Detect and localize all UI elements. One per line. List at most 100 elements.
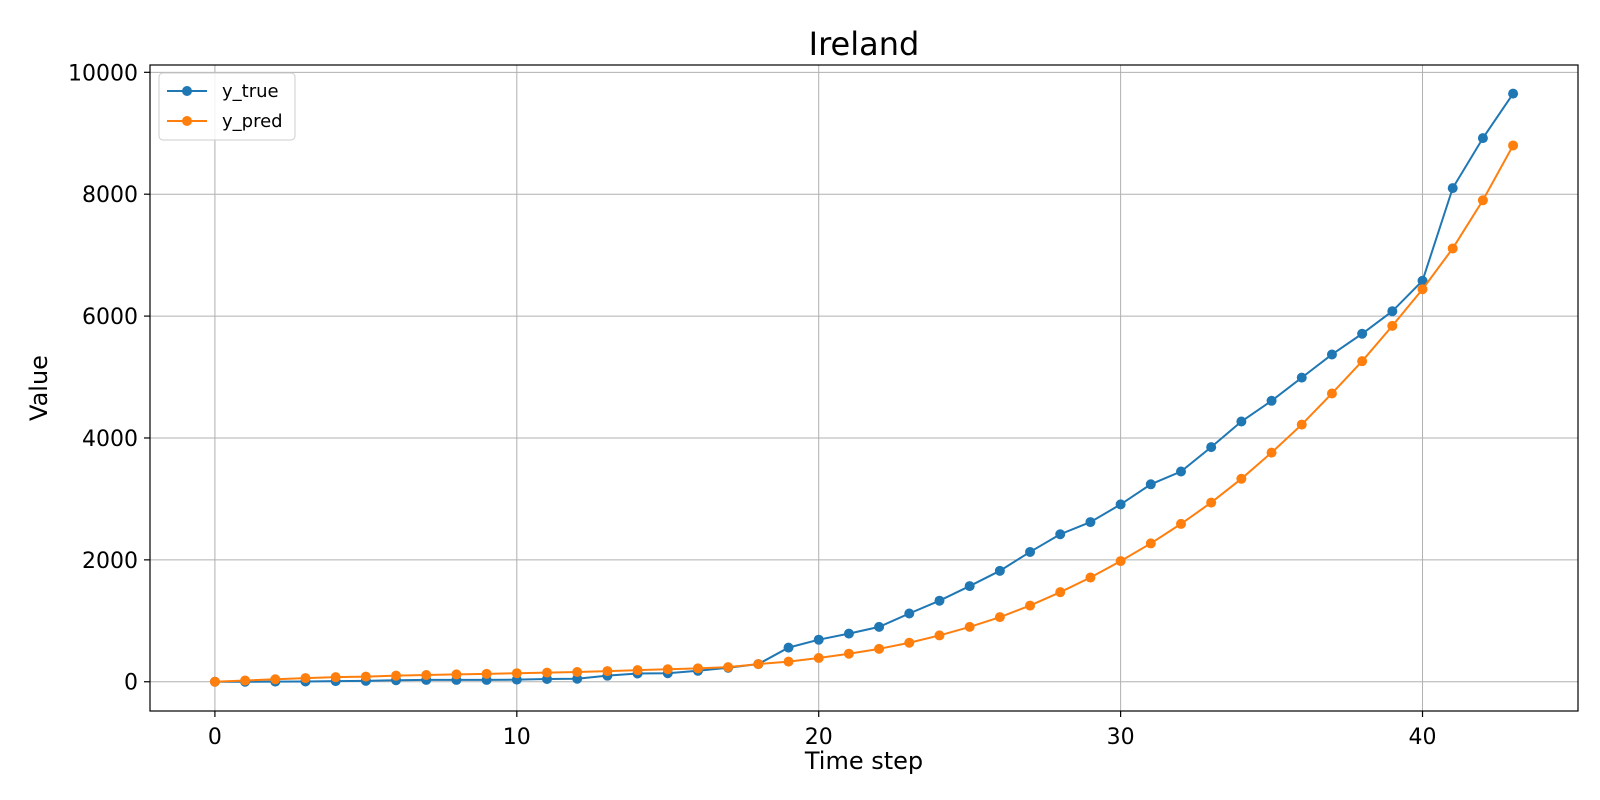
- data-point-y_true: [813, 634, 824, 645]
- legend: y_true y_pred: [158, 72, 296, 141]
- legend-box: [158, 72, 296, 141]
- chart-title: Ireland: [809, 25, 920, 63]
- data-point-y_pred: [511, 668, 522, 679]
- x-tick-label: 0: [208, 725, 222, 750]
- legend-item-y_true: y_true: [167, 81, 279, 102]
- data-point-y_pred: [1236, 473, 1247, 484]
- plot-frame: [149, 64, 1579, 712]
- y-axis-label: Value: [25, 355, 53, 421]
- data-point-y_pred: [874, 643, 885, 654]
- series-line-y_true: [214, 93, 1514, 683]
- x-tick-label: 40: [1409, 725, 1437, 750]
- legend-label: y_true: [222, 81, 279, 102]
- data-point-y_true: [1266, 395, 1277, 406]
- data-point-y_true: [1417, 275, 1428, 286]
- data-point-y_true: [1447, 183, 1458, 194]
- data-point-y_pred: [843, 648, 854, 659]
- data-point-y_true: [904, 608, 915, 619]
- data-point-y_pred: [994, 612, 1005, 623]
- legend-item-y_pred: y_pred: [167, 111, 283, 132]
- data-point-y_pred: [360, 671, 371, 682]
- data-point-y_pred: [964, 621, 975, 632]
- data-point-y_true: [964, 581, 975, 592]
- series-y_true: [209, 88, 1519, 687]
- data-point-y_true: [1387, 306, 1398, 317]
- data-point-y_pred: [1175, 518, 1186, 529]
- data-point-y_true: [1296, 372, 1307, 383]
- data-point-y_true: [1357, 328, 1368, 339]
- y-tick-label: 6000: [82, 305, 138, 330]
- data-point-y_pred: [1508, 140, 1519, 151]
- data-point-y_pred: [692, 663, 703, 674]
- data-point-y_true: [1085, 517, 1096, 528]
- data-point-y_pred: [904, 637, 915, 648]
- data-point-y_pred: [451, 669, 462, 680]
- data-point-y_pred: [1417, 284, 1428, 295]
- data-point-y_pred: [1357, 356, 1368, 367]
- series-group: [209, 88, 1519, 687]
- data-point-y_pred: [1025, 600, 1036, 611]
- data-point-y_true: [1206, 442, 1217, 453]
- y-tick-label: 10000: [68, 61, 138, 86]
- data-point-y_true: [843, 628, 854, 639]
- data-point-y_pred: [572, 666, 583, 677]
- data-point-y_pred: [1387, 320, 1398, 331]
- data-point-y_pred: [542, 667, 553, 678]
- data-point-y_pred: [300, 673, 311, 684]
- x-axis-label: Time step: [804, 747, 923, 775]
- data-point-y_true: [1508, 88, 1519, 99]
- data-point-y_pred: [1085, 572, 1096, 583]
- data-point-y_pred: [783, 656, 794, 667]
- data-point-y_pred: [391, 670, 402, 681]
- data-point-y_pred: [1447, 243, 1458, 254]
- data-point-y_true: [934, 595, 945, 606]
- data-point-y_pred: [813, 652, 824, 663]
- series-line-y_pred: [214, 144, 1514, 683]
- y-tick-label: 4000: [82, 427, 138, 452]
- data-point-y_true: [994, 565, 1005, 576]
- legend-marker: [182, 86, 192, 96]
- data-point-y_pred: [270, 674, 281, 685]
- data-point-y_pred: [934, 630, 945, 641]
- data-point-y_pred: [421, 670, 432, 681]
- y-tick-label: 2000: [82, 549, 138, 574]
- data-point-y_pred: [1145, 538, 1156, 549]
- data-point-y_true: [874, 621, 885, 632]
- data-point-y_pred: [481, 668, 492, 679]
- data-point-y_pred: [1326, 388, 1337, 399]
- data-point-y_pred: [240, 675, 251, 686]
- y-tick-label: 8000: [82, 183, 138, 208]
- data-point-y_pred: [723, 662, 734, 673]
- data-point-y_pred: [632, 665, 643, 676]
- x-tick-label: 10: [503, 725, 531, 750]
- data-point-y_pred: [753, 659, 764, 670]
- data-point-y_true: [1477, 133, 1488, 144]
- data-point-y_pred: [602, 666, 613, 677]
- grid: [150, 65, 1578, 711]
- series-y_pred: [209, 140, 1519, 687]
- data-point-y_pred: [1296, 419, 1307, 430]
- x-tick-label: 30: [1107, 725, 1135, 750]
- data-point-y_pred: [330, 672, 341, 683]
- data-point-y_pred: [662, 664, 673, 675]
- data-point-y_pred: [1055, 587, 1066, 598]
- data-point-y_pred: [1266, 447, 1277, 458]
- axis-ticks: 0 10 20 30 40 0 2000 4000 6000 8000 10000: [68, 61, 1437, 750]
- data-point-y_true: [1115, 499, 1126, 510]
- x-tick-label: 20: [805, 725, 833, 750]
- legend-label: y_pred: [222, 111, 283, 132]
- data-point-y_true: [783, 642, 794, 653]
- data-point-y_true: [1236, 416, 1247, 427]
- data-point-y_pred: [1477, 195, 1488, 206]
- data-point-y_true: [1175, 466, 1186, 477]
- data-point-y_true: [1055, 529, 1066, 540]
- data-point-y_pred: [1115, 556, 1126, 567]
- data-point-y_pred: [209, 676, 220, 687]
- legend-marker: [182, 116, 192, 126]
- data-point-y_true: [1025, 546, 1036, 557]
- data-point-y_pred: [1206, 497, 1217, 508]
- y-tick-label: 0: [124, 671, 138, 696]
- data-point-y_true: [1145, 479, 1156, 490]
- data-point-y_true: [1326, 349, 1337, 360]
